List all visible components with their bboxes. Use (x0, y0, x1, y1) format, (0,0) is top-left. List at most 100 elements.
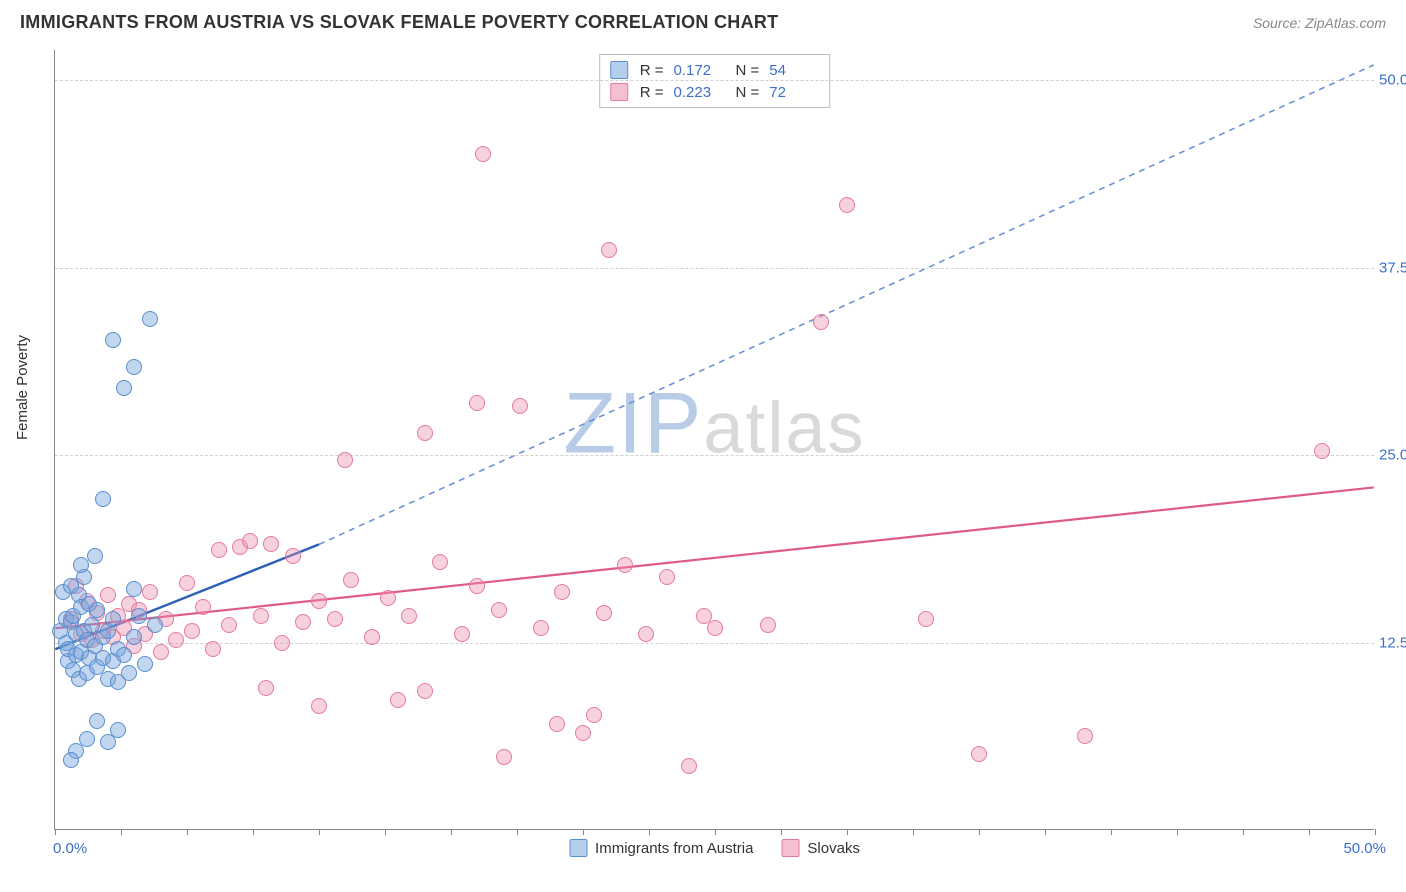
data-point-slovaks (211, 542, 227, 558)
data-point-slovaks (549, 716, 565, 732)
data-point-slovaks (971, 746, 987, 762)
y-tick-label: 50.0% (1379, 72, 1406, 89)
data-point-slovaks (195, 599, 211, 615)
n-label: N = (736, 84, 760, 101)
correlation-legend: R = 0.172 N = 54 R = 0.223 N = 72 (599, 54, 831, 108)
x-tick (1045, 829, 1046, 835)
data-point-slovaks (184, 623, 200, 639)
x-tick (781, 829, 782, 835)
data-point-slovaks (617, 557, 633, 573)
swatch-slovaks-icon (781, 839, 799, 857)
data-point-slovaks (311, 698, 327, 714)
data-point-slovaks (417, 683, 433, 699)
data-point-slovaks (491, 602, 507, 618)
y-tick-label: 37.5% (1379, 259, 1406, 276)
x-tick (1375, 829, 1376, 835)
y-tick-label: 12.5% (1379, 634, 1406, 651)
data-point-slovaks (659, 569, 675, 585)
data-point-slovaks (311, 593, 327, 609)
x-tick (319, 829, 320, 835)
data-point-slovaks (242, 533, 258, 549)
data-point-slovaks (681, 758, 697, 774)
legend-item-austria: Immigrants from Austria (569, 839, 753, 857)
data-point-slovaks (475, 146, 491, 162)
chart-title: IMMIGRANTS FROM AUSTRIA VS SLOVAK FEMALE… (20, 12, 778, 33)
x-tick (583, 829, 584, 835)
data-point-austria (105, 332, 121, 348)
x-min-label: 0.0% (53, 840, 87, 857)
legend-row-austria: R = 0.172 N = 54 (610, 59, 820, 81)
data-point-austria (142, 311, 158, 327)
data-point-slovaks (205, 641, 221, 657)
data-point-slovaks (918, 611, 934, 627)
data-point-austria (110, 722, 126, 738)
data-point-austria (137, 656, 153, 672)
gridline (55, 455, 1374, 456)
data-point-slovaks (469, 578, 485, 594)
gridline (55, 80, 1374, 81)
gridline (55, 643, 1374, 644)
data-point-slovaks (417, 425, 433, 441)
data-point-austria (116, 647, 132, 663)
data-point-austria (89, 713, 105, 729)
n-label: N = (736, 62, 760, 79)
data-point-austria (116, 380, 132, 396)
data-point-austria (79, 731, 95, 747)
data-point-slovaks (364, 629, 380, 645)
r-value-austria: 0.172 (674, 62, 724, 79)
data-point-slovaks (512, 398, 528, 414)
series-legend: Immigrants from Austria Slovaks (569, 839, 860, 857)
x-tick (187, 829, 188, 835)
r-value-slovaks: 0.223 (674, 84, 724, 101)
legend-item-slovaks: Slovaks (781, 839, 860, 857)
y-axis-label: Female Poverty (14, 335, 31, 440)
data-point-austria (131, 608, 147, 624)
x-tick (1177, 829, 1178, 835)
trend-lines (55, 50, 1374, 829)
r-label: R = (640, 84, 664, 101)
data-point-slovaks (586, 707, 602, 723)
data-point-slovaks (100, 587, 116, 603)
data-point-slovaks (496, 749, 512, 765)
data-point-austria (105, 611, 121, 627)
data-point-slovaks (295, 614, 311, 630)
data-point-slovaks (839, 197, 855, 213)
data-point-slovaks (575, 725, 591, 741)
x-tick (1243, 829, 1244, 835)
y-tick-label: 25.0% (1379, 447, 1406, 464)
data-point-slovaks (390, 692, 406, 708)
data-point-slovaks (221, 617, 237, 633)
x-tick (649, 829, 650, 835)
legend-label-slovaks: Slovaks (807, 840, 860, 857)
data-point-austria (95, 491, 111, 507)
x-max-label: 50.0% (1343, 840, 1386, 857)
data-point-austria (87, 548, 103, 564)
data-point-slovaks (432, 554, 448, 570)
data-point-slovaks (253, 608, 269, 624)
x-tick (385, 829, 386, 835)
data-point-slovaks (638, 626, 654, 642)
x-tick (1111, 829, 1112, 835)
data-point-slovaks (380, 590, 396, 606)
x-tick (253, 829, 254, 835)
data-point-slovaks (142, 584, 158, 600)
data-point-slovaks (533, 620, 549, 636)
data-point-austria (89, 602, 105, 618)
data-point-slovaks (454, 626, 470, 642)
scatter-chart: ZIPatlas R = 0.172 N = 54 R = 0.223 N = … (54, 50, 1374, 830)
r-label: R = (640, 62, 664, 79)
data-point-austria (126, 629, 142, 645)
data-point-slovaks (1314, 443, 1330, 459)
data-point-slovaks (179, 575, 195, 591)
n-value-austria: 54 (769, 62, 819, 79)
data-point-slovaks (596, 605, 612, 621)
legend-row-slovaks: R = 0.223 N = 72 (610, 81, 820, 103)
x-tick (517, 829, 518, 835)
data-point-slovaks (343, 572, 359, 588)
data-point-slovaks (285, 548, 301, 564)
data-point-austria (126, 359, 142, 375)
source-label: Source: ZipAtlas.com (1253, 15, 1386, 31)
data-point-slovaks (707, 620, 723, 636)
data-point-slovaks (554, 584, 570, 600)
x-tick (1309, 829, 1310, 835)
